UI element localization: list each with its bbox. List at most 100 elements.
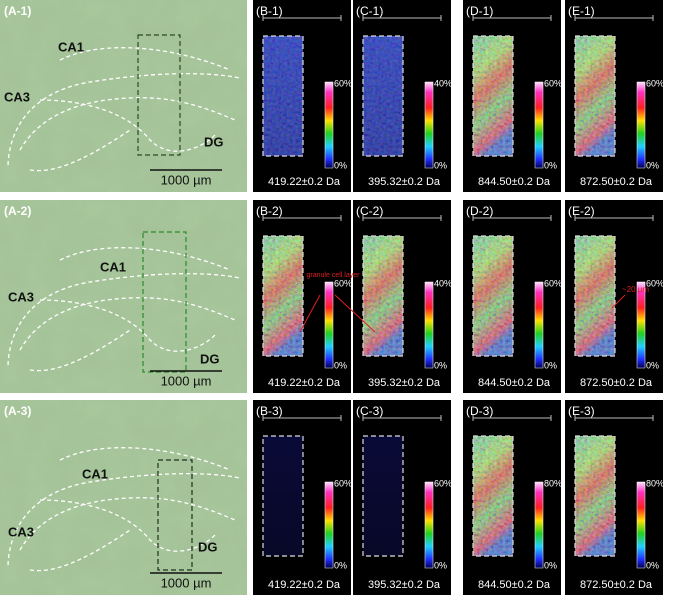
panel-label: (A-3) [4,404,31,418]
color-max: 60% [434,478,452,488]
roi-outline [262,435,304,557]
panel-label: (D-2) [466,204,493,218]
color-min: 0% [434,160,447,170]
ion-image [263,436,303,556]
annotation: granule cell layer [307,272,361,279]
region-label: DG [200,351,220,366]
ion-image [363,436,403,556]
mass-label: 844.50±0.2 Da [478,579,551,591]
panel-label: (D-3) [466,404,493,418]
panel-label: (C-1) [356,4,383,18]
color-min: 0% [434,560,447,570]
panel-label: (E-2) [568,204,595,218]
scale-label: 1000 µm [161,373,212,388]
ms-panel: (D-3) 80% 0% 844.50±0.2 Da [463,400,562,595]
roi-outline [574,35,616,157]
panel-label: (C-2) [356,204,383,218]
mass-label: 419.22±0.2 Da [268,377,341,389]
mass-label: 419.22±0.2 Da [268,579,341,591]
roi-box [142,231,187,373]
mass-label: 872.50±0.2 Da [580,377,653,389]
ms-panel: (D-1) 60% 0% 844.50±0.2 Da [463,0,562,192]
region-label: CA3 [4,89,30,104]
region-label: DG [204,134,224,149]
mass-label: 395.32±0.2 Da [368,377,441,389]
color-max: 60% [646,78,664,88]
scale-label: 1000 µm [161,172,212,187]
mass-label: 419.22±0.2 Da [268,176,341,188]
color-max: 60% [544,278,562,288]
panel-label: (B-1) [256,4,283,18]
region-label: CA1 [58,39,84,54]
color-bar [424,281,434,369]
ms-panel: (E-3) 80% 0% 872.50±0.2 Da [565,400,664,595]
roi-outline [362,435,404,557]
roi-outline [574,235,616,357]
roi-outline [472,35,514,157]
ms-panel: (B-3) 60% 0% 419.22±0.2 Da [253,400,352,595]
color-bar [324,481,334,569]
color-max: 40% [434,278,452,288]
region-outline [7,447,241,572]
ms-panel: (D-2) 60% 0% 844.50±0.2 Da [463,200,562,393]
color-min: 0% [646,560,659,570]
mass-label: 395.32±0.2 Da [368,579,441,591]
color-bar [534,481,544,569]
row: (A-2) CA1 CA3 DG 1000 µm (B-2) 60% 0% 419.22±0.2… [0,200,664,393]
roi-outline [472,435,514,557]
color-bar [636,81,646,169]
color-bar [534,81,544,169]
roi-outline [472,235,514,357]
ion-texture [575,36,615,156]
ms-panel: (C-3) 60% 0% 395.32±0.2 Da [353,400,452,595]
roi-outline [262,35,304,157]
ms-panel: (E-2) 60% 0% 872.50±0.2 Da [565,200,664,393]
color-max: 80% [544,478,562,488]
annotation: ~20 µm [622,285,649,294]
region-label: DG [198,539,218,554]
color-bar [636,281,646,369]
region-label: CA3 [8,289,34,304]
roi-box [157,459,193,571]
ion-texture [473,236,513,356]
color-min: 0% [544,560,557,570]
annotation-arrow [611,294,626,309]
ion-texture [263,236,303,356]
color-max: 60% [334,278,352,288]
mass-label: 844.50±0.2 Da [478,176,551,188]
color-min: 0% [334,560,347,570]
ms-panel: (C-1) 40% 0% 395.32±0.2 Da [353,0,452,192]
ms-panel: (B-1) 60% 0% 419.22±0.2 Da [253,0,352,192]
region-label: CA3 [8,524,34,539]
ion-texture [575,436,615,556]
color-max: 40% [434,78,452,88]
color-min: 0% [334,160,347,170]
panel-label: (A-2) [4,204,31,218]
mass-label: 844.50±0.2 Da [478,377,551,389]
panel-label: (D-1) [466,4,493,18]
ion-texture [473,36,513,156]
color-bar [324,281,334,369]
mass-label: 395.32±0.2 Da [368,176,441,188]
color-max: 60% [334,478,352,488]
ion-texture [263,36,303,156]
color-max: 60% [544,78,562,88]
ion-texture [575,236,615,356]
mass-label: 872.50±0.2 Da [580,176,653,188]
color-min: 0% [434,360,447,370]
roi-outline [262,235,304,357]
color-max: 80% [646,478,664,488]
region-outline [7,247,241,372]
annotations: granule cell layer ~20 µm [299,272,649,333]
panel-label: (E-1) [568,4,595,18]
panel-label: (C-3) [356,404,383,418]
ms-panel: (E-1) 60% 0% 872.50±0.2 Da [565,0,664,192]
color-min: 0% [334,360,347,370]
scale-label: 1000 µm [161,575,212,590]
color-bar [324,81,334,169]
color-min: 0% [544,160,557,170]
color-bar [424,481,434,569]
panel-label: (B-3) [256,404,283,418]
